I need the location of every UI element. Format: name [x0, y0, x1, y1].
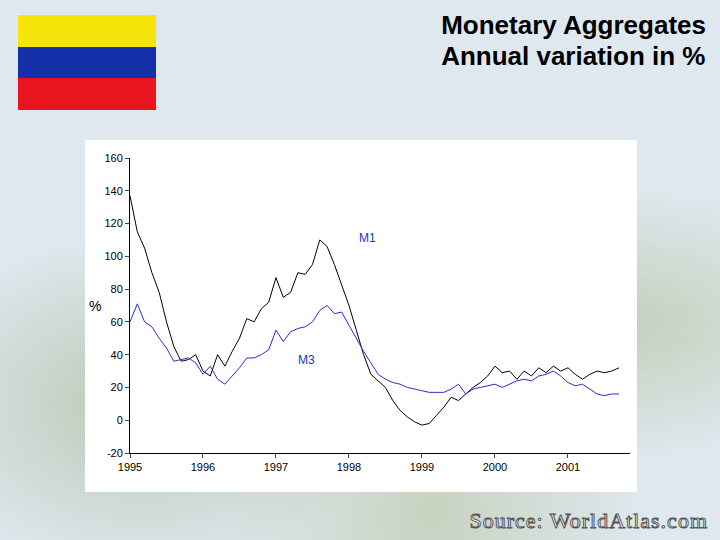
svg-text:1997: 1997 — [264, 461, 288, 473]
svg-text:-20: -20 — [107, 447, 123, 459]
svg-text:160: 160 — [104, 152, 122, 164]
svg-text:80: 80 — [111, 283, 123, 295]
svg-text:M1: M1 — [359, 231, 376, 245]
svg-text:60: 60 — [111, 316, 123, 328]
svg-text:M3: M3 — [298, 353, 315, 367]
svg-text:140: 140 — [104, 185, 122, 197]
html-text:Source: WorldAtlas.com: Source: WorldAtlas.com — [469, 508, 708, 533]
html-text:Monetary Aggregates: Monetary Aggregates — [441, 10, 706, 40]
html-text:Annual variation in %: Annual variation in % — [441, 41, 706, 71]
svg-text:2001: 2001 — [556, 461, 580, 473]
svg-text:2000: 2000 — [483, 461, 507, 473]
svg-text:0: 0 — [117, 414, 123, 426]
svg-text:1998: 1998 — [337, 461, 361, 473]
svg-text:1995: 1995 — [118, 461, 142, 473]
svg-text:100: 100 — [104, 250, 122, 262]
svg-text:40: 40 — [111, 349, 123, 361]
svg-text:120: 120 — [104, 217, 122, 229]
svg-text:1999: 1999 — [410, 461, 434, 473]
svg-text:%: % — [89, 298, 101, 314]
svg-text:1996: 1996 — [191, 461, 215, 473]
svg-text:20: 20 — [111, 381, 123, 393]
